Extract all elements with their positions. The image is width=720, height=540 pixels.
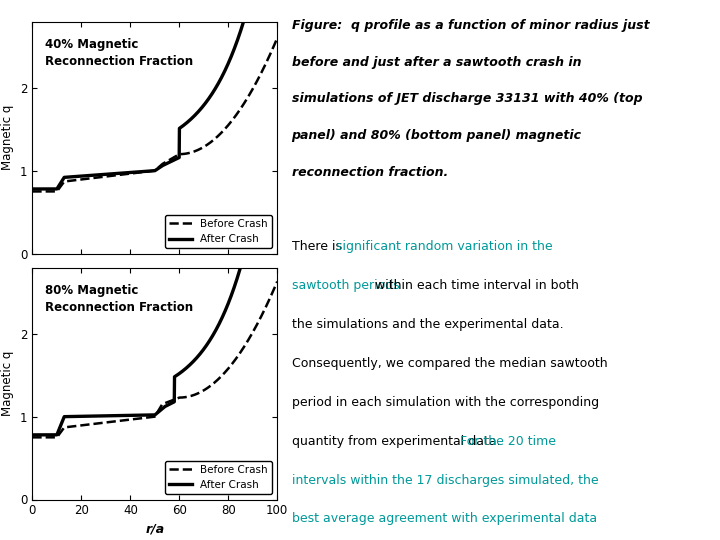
Text: There is: There is (292, 240, 346, 253)
Text: before and just after a sawtooth crash in: before and just after a sawtooth crash i… (292, 56, 581, 69)
Text: simulations of JET discharge 33131 with 40% (top: simulations of JET discharge 33131 with … (292, 92, 642, 105)
Text: the simulations and the experimental data.: the simulations and the experimental dat… (292, 318, 563, 331)
Y-axis label: Magnetic q: Magnetic q (1, 351, 14, 416)
Text: reconnection fraction.: reconnection fraction. (292, 166, 448, 179)
Text: For the 20 time: For the 20 time (460, 435, 556, 448)
Text: intervals within the 17 discharges simulated, the: intervals within the 17 discharges simul… (292, 474, 598, 487)
Text: within each time interval in both: within each time interval in both (371, 279, 579, 292)
Text: 80% Magnetic
Reconnection Fraction: 80% Magnetic Reconnection Fraction (45, 284, 193, 314)
Text: sawtooth periods: sawtooth periods (292, 279, 400, 292)
Legend: Before Crash, After Crash: Before Crash, After Crash (165, 461, 272, 494)
Text: best average agreement with experimental data: best average agreement with experimental… (292, 512, 597, 525)
Text: period in each simulation with the corresponding: period in each simulation with the corre… (292, 396, 599, 409)
Y-axis label: Magnetic q: Magnetic q (1, 105, 14, 170)
Text: significant random variation in the: significant random variation in the (336, 240, 553, 253)
Legend: Before Crash, After Crash: Before Crash, After Crash (165, 215, 272, 248)
X-axis label: r/a: r/a (145, 523, 164, 536)
Text: 40% Magnetic
Reconnection Fraction: 40% Magnetic Reconnection Fraction (45, 38, 193, 68)
Text: Consequently, we compared the median sawtooth: Consequently, we compared the median saw… (292, 357, 607, 370)
Text: panel) and 80% (bottom panel) magnetic: panel) and 80% (bottom panel) magnetic (292, 129, 582, 142)
Text: quantity from experimental data.: quantity from experimental data. (292, 435, 508, 448)
Text: Figure:  q profile as a function of minor radius just: Figure: q profile as a function of minor… (292, 19, 649, 32)
